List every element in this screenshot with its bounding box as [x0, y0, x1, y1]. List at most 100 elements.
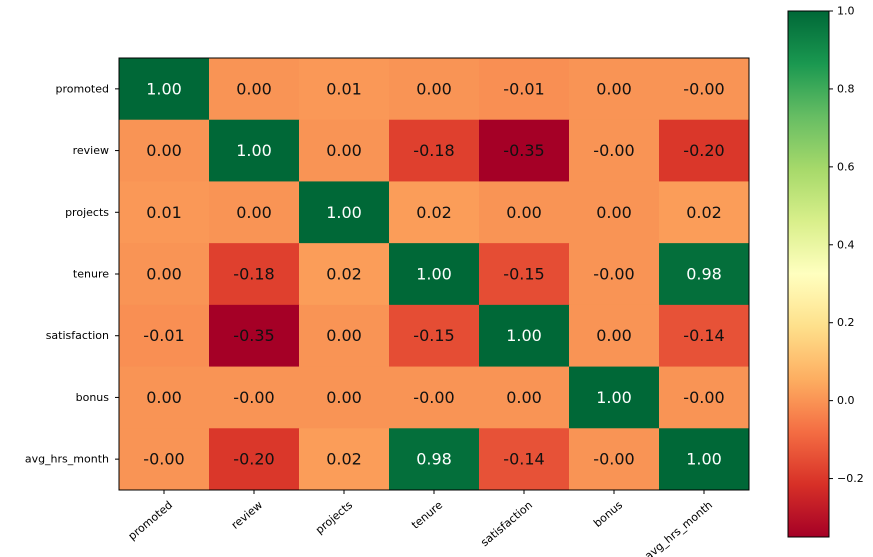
heatmap-cell: [209, 58, 300, 121]
heatmap-cell: [479, 304, 570, 368]
cell-value-label: -0.20: [233, 450, 274, 469]
heatmap-cell: [299, 58, 390, 121]
heatmap-cell: [569, 366, 660, 429]
cell-value-label: -0.14: [683, 326, 724, 345]
heatmap-cell: [209, 119, 300, 182]
x-tick-label: review: [229, 498, 265, 531]
y-tick-label: bonus: [76, 391, 110, 404]
y-tick-label: satisfaction: [46, 329, 109, 342]
cell-value-label: -0.15: [413, 326, 454, 345]
cell-value-label: 1.00: [506, 326, 542, 345]
y-tick-label: review: [73, 144, 109, 157]
heatmap-cell: [479, 243, 570, 306]
cell-value-label: 0.02: [326, 265, 362, 284]
cell-value-label: -0.00: [683, 79, 724, 98]
colorbar-tick-label: −0.2: [837, 472, 864, 485]
heatmap-cell: [569, 58, 660, 121]
cell-value-label: 0.00: [326, 141, 362, 160]
heatmap-cell: [299, 304, 390, 368]
heatmap-cell: [119, 181, 210, 244]
heatmap-value-labels: 1.00 0.00 0.01 0.00 -0.01 0.00 -0.00 0.00 1.00 0.…: [143, 79, 724, 468]
colorbar-tick-label: 0.0: [837, 394, 855, 407]
y-axis-ticks: promoted review projects tenure satisfaction…: [25, 82, 119, 466]
heatmap-cell: [299, 181, 390, 244]
heatmap-cell: [569, 304, 660, 368]
cell-value-label: 0.02: [416, 203, 452, 222]
heatmap-cell: [389, 243, 480, 306]
heatmap-cell: [389, 58, 480, 121]
heatmap-cell: [299, 366, 390, 429]
cell-value-label: -0.00: [413, 388, 454, 407]
heatmap-cells: [119, 58, 750, 491]
cell-value-label: -0.35: [503, 141, 544, 160]
heatmap-cell: [119, 58, 210, 121]
x-tick-label: satisfaction: [478, 498, 535, 549]
x-axis-ticks: promoted review projects tenure satisfaction…: [126, 490, 715, 557]
heatmap-cell: [659, 366, 750, 429]
cell-value-label: 0.00: [596, 326, 632, 345]
heatmap-cell: [389, 428, 480, 491]
cell-value-label: 0.00: [326, 326, 362, 345]
heatmap-cell: [119, 366, 210, 429]
x-tick-label: bonus: [591, 498, 625, 530]
heatmap-cell: [209, 428, 300, 491]
heatmap-cell: [659, 243, 750, 306]
cell-value-label: 0.00: [146, 388, 182, 407]
cell-value-label: 1.00: [236, 141, 272, 160]
colorbar-tick-label: 1.0: [837, 5, 855, 18]
heatmap-cell: [479, 428, 570, 491]
cell-value-label: -0.00: [593, 265, 634, 284]
x-tick-label: avg_hrs_month: [642, 498, 715, 557]
colorbar-gradient: [787, 10, 830, 538]
colorbar-ticks: 1.0 0.8 0.6 0.4 0.2 0.0 −0.2: [829, 5, 864, 485]
cell-value-label: 0.98: [416, 450, 452, 469]
cell-value-label: 0.00: [146, 141, 182, 160]
x-tick-label: promoted: [126, 498, 175, 542]
heatmap-cell: [479, 181, 570, 244]
cell-value-label: -0.35: [233, 326, 274, 345]
heatmap-cell: [569, 181, 660, 244]
heatmap-cell: [659, 119, 750, 182]
x-tick-label: tenure: [409, 498, 445, 531]
cell-value-label: 0.00: [326, 388, 362, 407]
cell-value-label: -0.20: [683, 141, 724, 160]
cell-value-label: -0.18: [233, 265, 274, 284]
cell-value-label: 0.00: [236, 79, 272, 98]
heatmap-cell: [209, 243, 300, 306]
heatmap-cell: [659, 58, 750, 121]
heatmap-cell: [299, 119, 390, 182]
cell-value-label: -0.14: [503, 450, 544, 469]
heatmap-cell: [209, 366, 300, 429]
heatmap-cell: [119, 304, 210, 368]
heatmap-cell: [119, 243, 210, 306]
cell-value-label: 0.02: [326, 450, 362, 469]
y-tick-label: avg_hrs_month: [25, 453, 109, 466]
colorbar-tick-label: 0.2: [837, 316, 855, 329]
cell-value-label: 0.00: [236, 203, 272, 222]
cell-value-label: -0.00: [593, 141, 634, 160]
heatmap-cell: [479, 366, 570, 429]
heatmap-cell: [389, 119, 480, 182]
heatmap-cell: [569, 428, 660, 491]
cell-value-label: 1.00: [686, 450, 722, 469]
cell-value-label: 0.98: [686, 265, 722, 284]
cell-value-label: -0.00: [683, 388, 724, 407]
heatmap-cell: [389, 304, 480, 368]
heatmap-cell: [479, 58, 570, 121]
heatmap-cell: [389, 181, 480, 244]
colorbar-tick-label: 0.4: [837, 238, 855, 251]
cell-value-label: 0.01: [146, 203, 182, 222]
cell-value-label: 0.00: [506, 388, 542, 407]
cell-value-label: 0.00: [416, 79, 452, 98]
cell-value-label: -0.00: [233, 388, 274, 407]
cell-value-label: -0.18: [413, 141, 454, 160]
heatmap-cell: [479, 119, 570, 182]
cell-value-label: -0.01: [503, 79, 544, 98]
y-tick-label: tenure: [73, 268, 109, 281]
heatmap-cell: [569, 119, 660, 182]
cell-value-label: -0.00: [593, 450, 634, 469]
x-tick-label: projects: [313, 498, 355, 536]
heatmap-cell: [569, 243, 660, 306]
heatmap-cell: [209, 304, 300, 368]
heatmap-cell: [299, 428, 390, 491]
